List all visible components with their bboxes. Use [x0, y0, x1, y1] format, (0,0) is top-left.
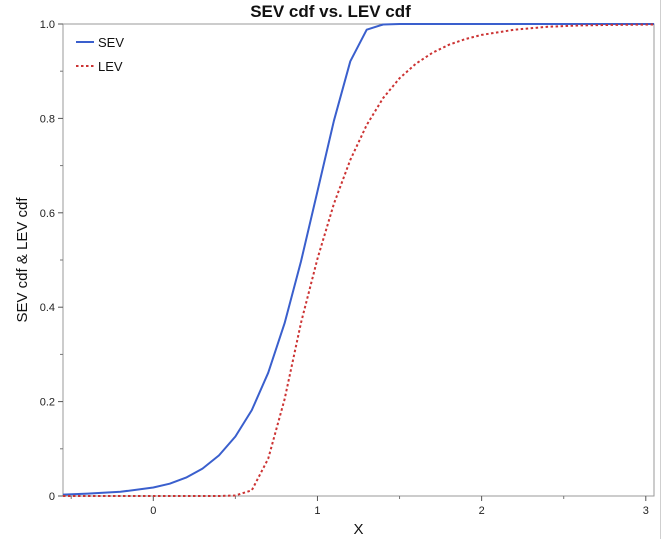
y-tick-label: 0.8: [40, 113, 55, 125]
legend: SEV LEV: [76, 35, 124, 74]
x-axis: 0 1 2 3: [70, 496, 649, 517]
y-axis: 0 0.2 0.4 0.6 0.8 1.0: [40, 19, 63, 503]
x-axis-title: X: [353, 521, 363, 538]
x-tick-label: 0: [150, 505, 156, 517]
y-axis-title: SEV cdf & LEV cdf: [14, 197, 31, 323]
y-tick-label: 0.4: [40, 302, 55, 314]
plot-border: [62, 23, 655, 497]
plot-area: [62, 23, 655, 497]
series-sev-line: [62, 23, 654, 496]
x-tick-label: 3: [643, 505, 649, 517]
y-tick-label: 0.2: [40, 397, 55, 409]
x-tick-label: 2: [479, 505, 485, 517]
chart-title: SEV cdf vs. LEV cdf: [250, 2, 411, 21]
legend-label-lev: LEV: [98, 59, 123, 74]
legend-label-sev: SEV: [98, 35, 124, 50]
y-tick-label: 0.6: [40, 208, 55, 220]
series-lev-line: [63, 23, 655, 497]
y-tick-label: 0: [49, 491, 55, 503]
y-tick-label: 1.0: [40, 19, 55, 31]
x-tick-label: 1: [314, 505, 320, 517]
series-layer: [62, 23, 655, 497]
